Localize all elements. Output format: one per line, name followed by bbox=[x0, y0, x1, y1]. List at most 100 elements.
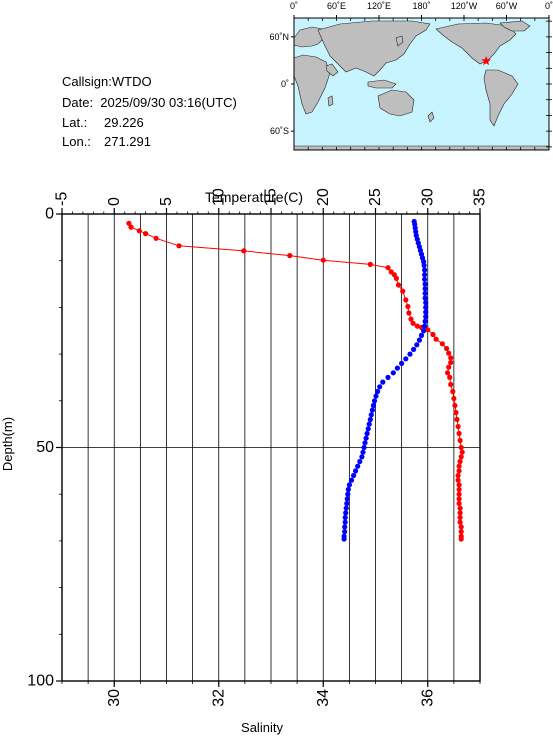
depth-tick-label: 0 bbox=[45, 206, 54, 223]
salinity-point bbox=[343, 510, 349, 516]
temperature-point bbox=[456, 491, 462, 497]
temperature-point bbox=[455, 423, 461, 430]
temperature-point bbox=[444, 345, 450, 352]
map-left-ticks: 60˚N 0˚ 60˚S bbox=[269, 20, 552, 148]
temperature-point bbox=[405, 303, 411, 310]
temperature-point bbox=[455, 472, 461, 479]
salinity-point bbox=[363, 435, 369, 441]
salinity-point bbox=[422, 323, 428, 329]
map-lat-label: 60˚S bbox=[270, 126, 289, 136]
land-arabia bbox=[325, 63, 339, 77]
temperature-point bbox=[176, 243, 182, 249]
salinity-point bbox=[418, 332, 425, 338]
salinity-point bbox=[341, 536, 347, 542]
star-icon bbox=[481, 56, 491, 66]
temperature-point bbox=[455, 477, 461, 483]
temperature-line bbox=[128, 223, 463, 539]
temperature-tick-label: 15 bbox=[263, 188, 280, 206]
salinity-point bbox=[366, 421, 372, 427]
salinity-point bbox=[414, 342, 420, 348]
depth-tick-label: 50 bbox=[36, 439, 54, 456]
land-indonesia bbox=[367, 79, 397, 89]
temperature-point bbox=[456, 468, 462, 474]
salinity-tick-label: 32 bbox=[210, 689, 227, 707]
temperature-point bbox=[136, 228, 142, 234]
salinity-point bbox=[422, 267, 428, 273]
station-marker bbox=[481, 56, 491, 66]
temperature-point bbox=[403, 297, 409, 303]
salinity-point bbox=[403, 356, 409, 362]
location-map: 0˚ 60˚E 120˚E 180˚ 120˚W 60˚W 0˚ 60˚N 0˚ 60˚S bbox=[269, 1, 553, 151]
temperature-point bbox=[453, 409, 459, 416]
temperature-point bbox=[393, 275, 399, 281]
salinity-point bbox=[345, 491, 351, 497]
salinity-point bbox=[422, 290, 428, 296]
temperature-tick-label: 0 bbox=[106, 197, 123, 206]
lon-label: Lon.: bbox=[62, 134, 91, 149]
salinity-point bbox=[355, 463, 361, 469]
temperature-point bbox=[457, 514, 463, 521]
salinity-point bbox=[345, 486, 351, 493]
temperature-point bbox=[367, 261, 373, 267]
temperature-tick-label: 35 bbox=[472, 188, 489, 206]
depth-axis: 0 50 100 bbox=[27, 206, 62, 690]
salinity-tick-label: 34 bbox=[315, 689, 332, 707]
salinity-tick-label: 36 bbox=[419, 689, 436, 707]
map-lon-label: 0˚ bbox=[290, 1, 298, 11]
callsign-text: Callsign:WTDO bbox=[62, 74, 152, 89]
temperature-point bbox=[458, 444, 464, 451]
temperature-point bbox=[320, 257, 326, 263]
salinity-point bbox=[421, 262, 427, 268]
land-new-zealand bbox=[427, 111, 435, 123]
salinity-point bbox=[422, 272, 428, 278]
salinity-point bbox=[365, 426, 371, 432]
temperature-tick-label: 30 bbox=[419, 188, 436, 206]
salinity-point bbox=[351, 472, 357, 479]
temperature-point bbox=[457, 519, 463, 525]
temperature-point bbox=[458, 454, 464, 460]
plot-grid bbox=[62, 214, 480, 681]
salinity-point bbox=[390, 370, 396, 376]
map-lat-label: 60˚N bbox=[269, 32, 289, 42]
temperature-point bbox=[457, 505, 463, 511]
temperature-point bbox=[459, 449, 465, 455]
salinity-point bbox=[394, 365, 400, 371]
temperature-point bbox=[458, 524, 464, 530]
salinity-point bbox=[422, 318, 428, 324]
temperature-point bbox=[457, 437, 463, 444]
salinity-point bbox=[422, 286, 428, 292]
map-lon-label: 60˚E bbox=[327, 1, 346, 11]
salinity-point bbox=[344, 500, 350, 507]
salinity-point bbox=[362, 440, 368, 446]
temperature-point bbox=[439, 341, 445, 347]
salinity-point bbox=[342, 514, 348, 521]
salinity-point bbox=[423, 314, 429, 320]
temperature-point bbox=[425, 327, 431, 333]
temperature-tick-label: 25 bbox=[367, 188, 384, 206]
temperature-point bbox=[458, 529, 464, 535]
map-lat-label: 0˚ bbox=[281, 79, 289, 89]
temperature-point bbox=[414, 323, 420, 329]
salinity-point bbox=[342, 529, 348, 535]
map-lon-label: 120˚E bbox=[367, 1, 391, 11]
salinity-tick-label: 30 bbox=[106, 689, 123, 707]
temperature-tick-label: 10 bbox=[210, 188, 227, 206]
temperature-point bbox=[241, 248, 247, 254]
lat-value: 29.226 bbox=[104, 115, 144, 130]
temperature-point bbox=[447, 374, 453, 380]
salinity-point bbox=[367, 416, 373, 423]
date-text: Date: 2025/09/30 03:16(UTC) bbox=[62, 95, 237, 110]
land-greenland bbox=[499, 20, 531, 32]
salinity-point bbox=[377, 384, 383, 390]
map-land bbox=[293, 20, 550, 151]
salinity-point bbox=[407, 351, 413, 357]
temperature-series bbox=[126, 220, 465, 542]
map-lon-label: 120˚W bbox=[451, 1, 478, 11]
salinity-point bbox=[422, 281, 428, 287]
salinity-point bbox=[371, 398, 378, 404]
land-asia bbox=[317, 20, 431, 77]
temperature-point bbox=[456, 463, 462, 469]
temperature-axis: -5 0 5 10 15 20 25 30 35 bbox=[54, 188, 489, 214]
temperature-point bbox=[457, 510, 463, 516]
